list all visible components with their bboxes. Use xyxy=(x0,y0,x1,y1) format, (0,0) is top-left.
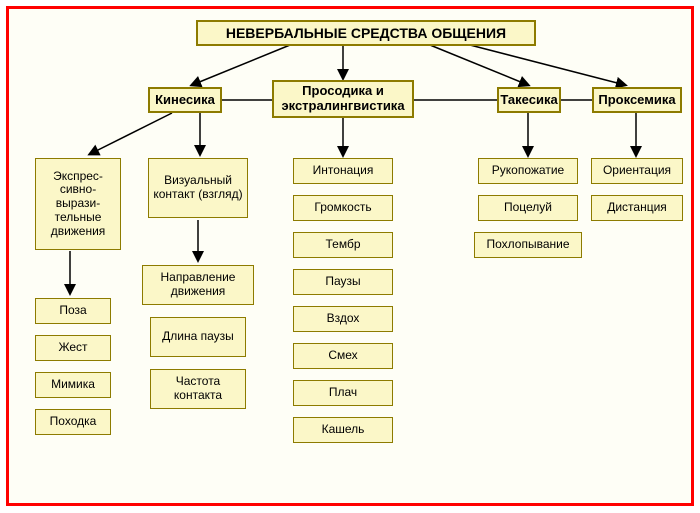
cat-proksemika: Проксемика xyxy=(592,87,682,113)
leaf-distancia: Дистанция xyxy=(591,195,683,221)
sub-expressive: Экспрес-сивно-вырази-тельные движения xyxy=(35,158,121,250)
leaf-rukopozhatie: Рукопожатие xyxy=(478,158,578,184)
sub-visual: Визуальный контакт (взгляд) xyxy=(148,158,248,218)
leaf-dlina: Длина паузы xyxy=(150,317,246,357)
leaf-pohlopyvanie: Похлопывание xyxy=(474,232,582,258)
leaf-napravlenie: Направление движения xyxy=(142,265,254,305)
leaf-kashel: Кашель xyxy=(293,417,393,443)
leaf-tembr: Тембр xyxy=(293,232,393,258)
root-title: НЕВЕРБАЛЬНЫЕ СРЕДСТВА ОБЩЕНИЯ xyxy=(196,20,536,46)
leaf-intonacia: Интонация xyxy=(293,158,393,184)
leaf-gromkost: Громкость xyxy=(293,195,393,221)
leaf-mimika: Мимика xyxy=(35,372,111,398)
leaf-pohodka: Походка xyxy=(35,409,111,435)
leaf-poza: Поза xyxy=(35,298,111,324)
leaf-pauzy: Паузы xyxy=(293,269,393,295)
cat-prosodika: Просодика и экстралингвистика xyxy=(272,80,414,118)
cat-kinesika: Кинесика xyxy=(148,87,222,113)
leaf-zhest: Жест xyxy=(35,335,111,361)
leaf-poceluy: Поцелуй xyxy=(478,195,578,221)
leaf-vzdoh: Вздох xyxy=(293,306,393,332)
cat-takesika: Такесика xyxy=(497,87,561,113)
leaf-plach: Плач xyxy=(293,380,393,406)
leaf-chastota: Частота контакта xyxy=(150,369,246,409)
leaf-smeh: Смех xyxy=(293,343,393,369)
diagram-canvas: НЕВЕРБАЛЬНЫЕ СРЕДСТВА ОБЩЕНИЯ Кинесика П… xyxy=(0,0,700,513)
leaf-orientacia: Ориентация xyxy=(591,158,683,184)
